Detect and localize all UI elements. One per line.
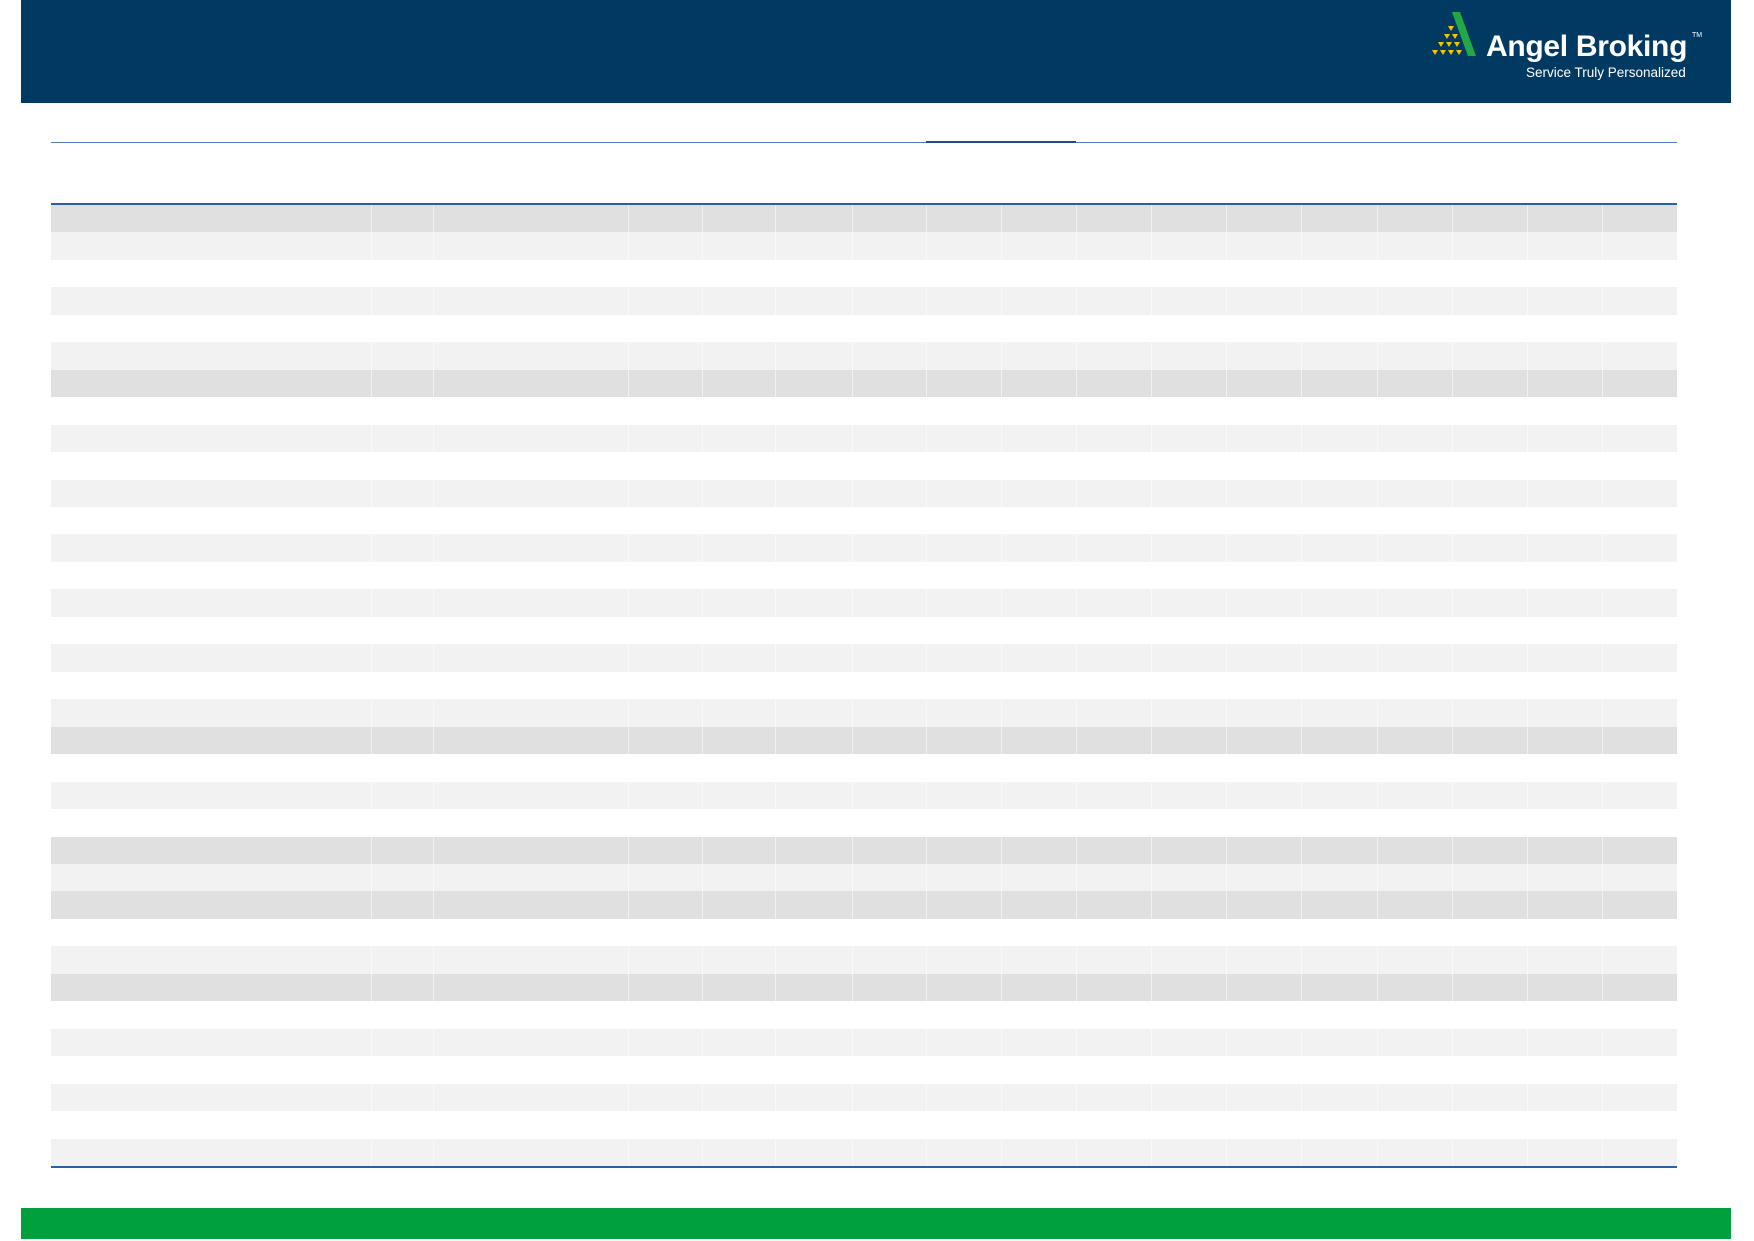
column-divider	[775, 205, 776, 1166]
table-row	[51, 809, 1677, 837]
column-divider	[1226, 205, 1227, 1166]
table-row	[51, 726, 1677, 755]
table-row	[51, 287, 1677, 316]
table-row	[51, 369, 1677, 398]
logo-trademark: TM	[1692, 32, 1703, 39]
table-row	[51, 863, 1677, 892]
table-row	[51, 671, 1677, 700]
column-divider	[433, 205, 434, 1166]
table-row	[51, 1028, 1677, 1057]
table-row	[51, 781, 1677, 810]
column-divider	[371, 205, 372, 1166]
table-row	[51, 232, 1677, 261]
footer-bar	[21, 1208, 1731, 1239]
column-divider	[1377, 205, 1378, 1166]
table-row	[51, 891, 1677, 920]
table-row	[51, 836, 1677, 865]
table-row	[51, 424, 1677, 453]
column-divider	[852, 205, 853, 1166]
table-row	[51, 561, 1677, 590]
data-table	[51, 203, 1677, 1168]
column-divider	[1151, 205, 1152, 1166]
column-divider	[1527, 205, 1528, 1166]
header-bar: Angel Broking TM Service Truly Personali…	[21, 0, 1731, 103]
column-divider	[1076, 205, 1077, 1166]
table-row	[51, 589, 1677, 618]
title-rule-accent	[926, 141, 1076, 143]
table-top-border	[51, 203, 1677, 205]
table-row	[51, 452, 1677, 481]
logo-name: Angel Broking	[1486, 30, 1688, 63]
table-bottom-border	[51, 1166, 1677, 1168]
column-divider	[1001, 205, 1002, 1166]
column-divider	[1301, 205, 1302, 1166]
column-divider	[926, 205, 927, 1166]
table-row	[51, 342, 1677, 371]
angel-broking-logo: Angel Broking TM Service Truly Personali…	[1424, 12, 1704, 84]
table-row	[51, 616, 1677, 645]
table-row	[51, 1138, 1677, 1167]
table-row	[51, 397, 1677, 426]
table-row	[51, 1083, 1677, 1112]
table-row	[51, 1001, 1677, 1030]
table-row	[51, 1056, 1677, 1085]
table-header-row	[51, 205, 1677, 233]
table-row	[51, 259, 1677, 288]
table-row	[51, 946, 1677, 975]
table-row	[51, 754, 1677, 783]
table-row	[51, 534, 1677, 563]
column-divider	[1602, 205, 1603, 1166]
table-row	[51, 479, 1677, 508]
title-rule	[51, 142, 1677, 143]
column-divider	[702, 205, 703, 1166]
column-divider	[1452, 205, 1453, 1166]
table-row	[51, 644, 1677, 673]
table-row	[51, 973, 1677, 1002]
logo-tagline: Service Truly Personalized	[1526, 65, 1686, 80]
column-divider	[628, 205, 629, 1166]
table-row	[51, 699, 1677, 728]
table-row	[51, 314, 1677, 343]
table-row	[51, 507, 1677, 535]
table-row	[51, 1111, 1677, 1140]
table-row	[51, 918, 1677, 947]
pyramid-logo-icon	[1432, 12, 1476, 56]
